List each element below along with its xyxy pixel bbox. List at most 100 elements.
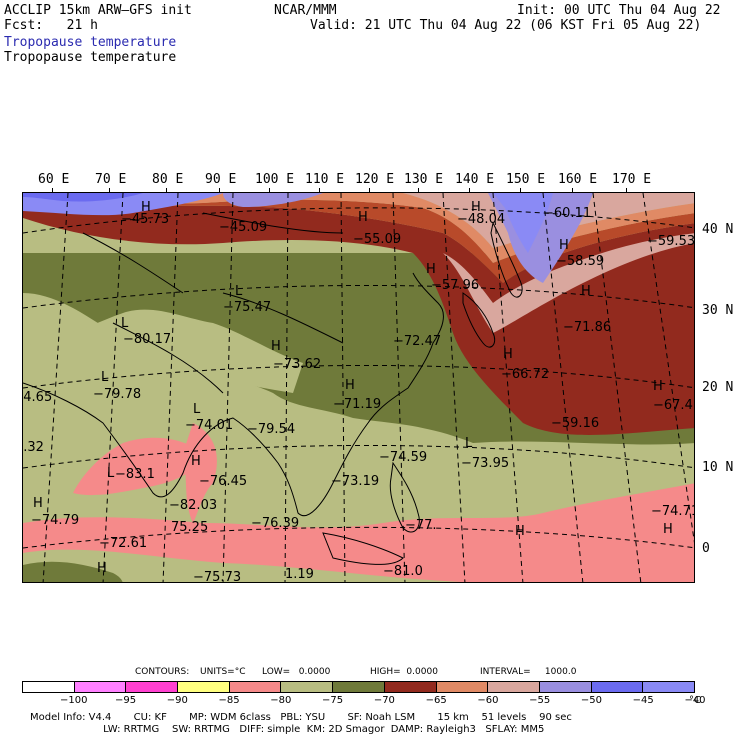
colorbar-segment — [23, 682, 75, 692]
temperature-value-label: −77. — [405, 518, 437, 533]
lon-label: 150 E — [506, 172, 546, 187]
colorbar-segment — [488, 682, 540, 692]
low-marker: L — [193, 402, 201, 417]
model-info-line1: Model Info: V4.4 CU: KF MP: WDM 6class P… — [30, 712, 572, 723]
lon-label: 130 E — [404, 172, 444, 187]
field-title-secondary: Tropopause temperature — [4, 50, 177, 65]
colorbar-segment — [591, 682, 644, 692]
lon-label: 90 E — [205, 172, 237, 187]
temperature-value-label: −57.96 — [431, 278, 479, 293]
temperature-value-label: −83.1 — [115, 467, 155, 482]
high-marker: H — [559, 238, 569, 253]
coastlines — [23, 212, 523, 565]
high-marker: H — [358, 210, 368, 225]
temperature-value-label: −72.47 — [393, 334, 441, 349]
lon-label: 60 E — [38, 172, 70, 187]
temperature-value-label: −75.73 — [193, 570, 241, 583]
region-maroon — [23, 205, 694, 435]
temperature-value-label: −74.79 — [31, 513, 79, 528]
colorbar-segment — [74, 682, 127, 692]
temperature-value-label: −80.17 — [123, 332, 171, 347]
colorbar-segment — [384, 682, 437, 692]
region-olive-south — [23, 549, 461, 582]
temperature-value-label: −71.86 — [563, 320, 611, 335]
high-marker: H — [653, 379, 663, 394]
colorbar-label: −90 — [166, 695, 188, 706]
temperature-value-label: −74.71 — [651, 504, 695, 519]
lon-tick — [219, 188, 220, 192]
temperature-value-label: −67.4 — [653, 398, 693, 413]
low-marker: L — [235, 284, 243, 299]
lat-label: 40 N — [702, 222, 734, 237]
colorbar-label: −100 — [60, 695, 88, 706]
lon-tick — [369, 188, 370, 192]
high-marker: H — [581, 284, 591, 299]
map-svg: H−45.73−45.09H−55.09H−48.04 −60.11H−58.59… — [23, 193, 695, 583]
contours-high: HIGH= 0.0000 — [370, 667, 438, 677]
colorbar-segment — [178, 682, 230, 692]
lon-tick — [166, 188, 167, 192]
contours-units: UNITS=°C — [200, 667, 246, 677]
field-title-primary: Tropopause temperature — [4, 35, 177, 50]
region-blue-topleft-2 — [23, 193, 143, 202]
longitude-gridlines — [42, 193, 694, 582]
colorbar-segment — [333, 682, 385, 692]
temperature-value-label: −74.01 — [185, 418, 233, 433]
temperature-value-label: −59.53 — [647, 234, 695, 249]
forecast-hour: Fcst: 21 h — [4, 18, 98, 33]
high-marker: H — [141, 200, 151, 215]
temperature-value-label: −60.11 — [543, 206, 591, 221]
lat-label: 30 N — [702, 303, 734, 318]
colorbar-segment — [436, 682, 489, 692]
colorbar-label: −70 — [373, 695, 395, 706]
temperature-value-label: −82.03 — [169, 498, 217, 513]
low-marker: L — [107, 466, 115, 481]
colorbar-label: °C — [689, 695, 701, 706]
lon-tick — [52, 188, 53, 192]
colorbar-label: −80 — [270, 695, 292, 706]
lat-label: 0 — [702, 541, 710, 556]
region-blue-pacific-2 — [493, 193, 553, 253]
temperature-value-label: −73.95 — [461, 456, 509, 471]
colorbar-label: −95 — [114, 695, 137, 706]
region-darkolive-southwest — [23, 561, 123, 582]
region-pink-south — [23, 483, 694, 582]
temperature-value-label: −55.09 — [353, 232, 401, 247]
high-marker: H — [471, 200, 481, 215]
temperature-value-label: −48.04 — [457, 212, 505, 227]
colorbar-label: −85 — [218, 695, 240, 706]
temperature-value-label: −73.62 — [273, 357, 321, 372]
model-info-line2: LW: RRTMG SW: RRTMG DIFF: simple KM: 2D … — [30, 724, 545, 735]
lon-label: 140 E — [455, 172, 495, 187]
temperature-value-label: −72.61 — [99, 536, 147, 551]
lon-label: 120 E — [355, 172, 395, 187]
temperature-value-label: −71.19 — [333, 397, 381, 412]
high-marker: H — [345, 378, 355, 393]
lon-tick — [520, 188, 521, 192]
colorbar-segment — [281, 682, 334, 692]
low-marker: L — [101, 370, 109, 385]
low-marker: L — [121, 316, 129, 331]
temperature-value-label: −58.59 — [556, 254, 604, 269]
lat-label: 20 N — [702, 380, 734, 395]
colorbar-label: −45 — [632, 695, 654, 706]
map-panel[interactable]: H −45.73 −45.09 H −55.09 H −48.04 −60.11 H −58.59… — [22, 192, 695, 583]
temperature-value-label: −75.47 — [223, 300, 271, 315]
temperature-value-label: −76.39 — [251, 516, 299, 531]
low-marker: L — [465, 436, 473, 451]
temperature-value-label: −66.72 — [501, 367, 549, 382]
colorbar-label: −75 — [322, 695, 344, 706]
high-marker: H — [191, 454, 201, 469]
lon-label: 170 E — [612, 172, 652, 187]
temperature-value-label: 3.32 — [23, 440, 44, 455]
high-marker: H — [271, 339, 281, 354]
region-purple-top — [223, 193, 323, 207]
lon-label: 80 E — [152, 172, 184, 187]
high-marker: H — [663, 522, 673, 537]
region-pink-india-2 — [183, 423, 217, 523]
high-marker: H — [503, 347, 513, 362]
temperature-value-label: −45.09 — [219, 220, 267, 235]
map-annotations: H−45.73−45.09H−55.09H−48.04 −60.11H−58.59… — [23, 200, 695, 583]
colorbar-label: −55 — [529, 695, 551, 706]
region-salmon-2 — [443, 233, 694, 333]
